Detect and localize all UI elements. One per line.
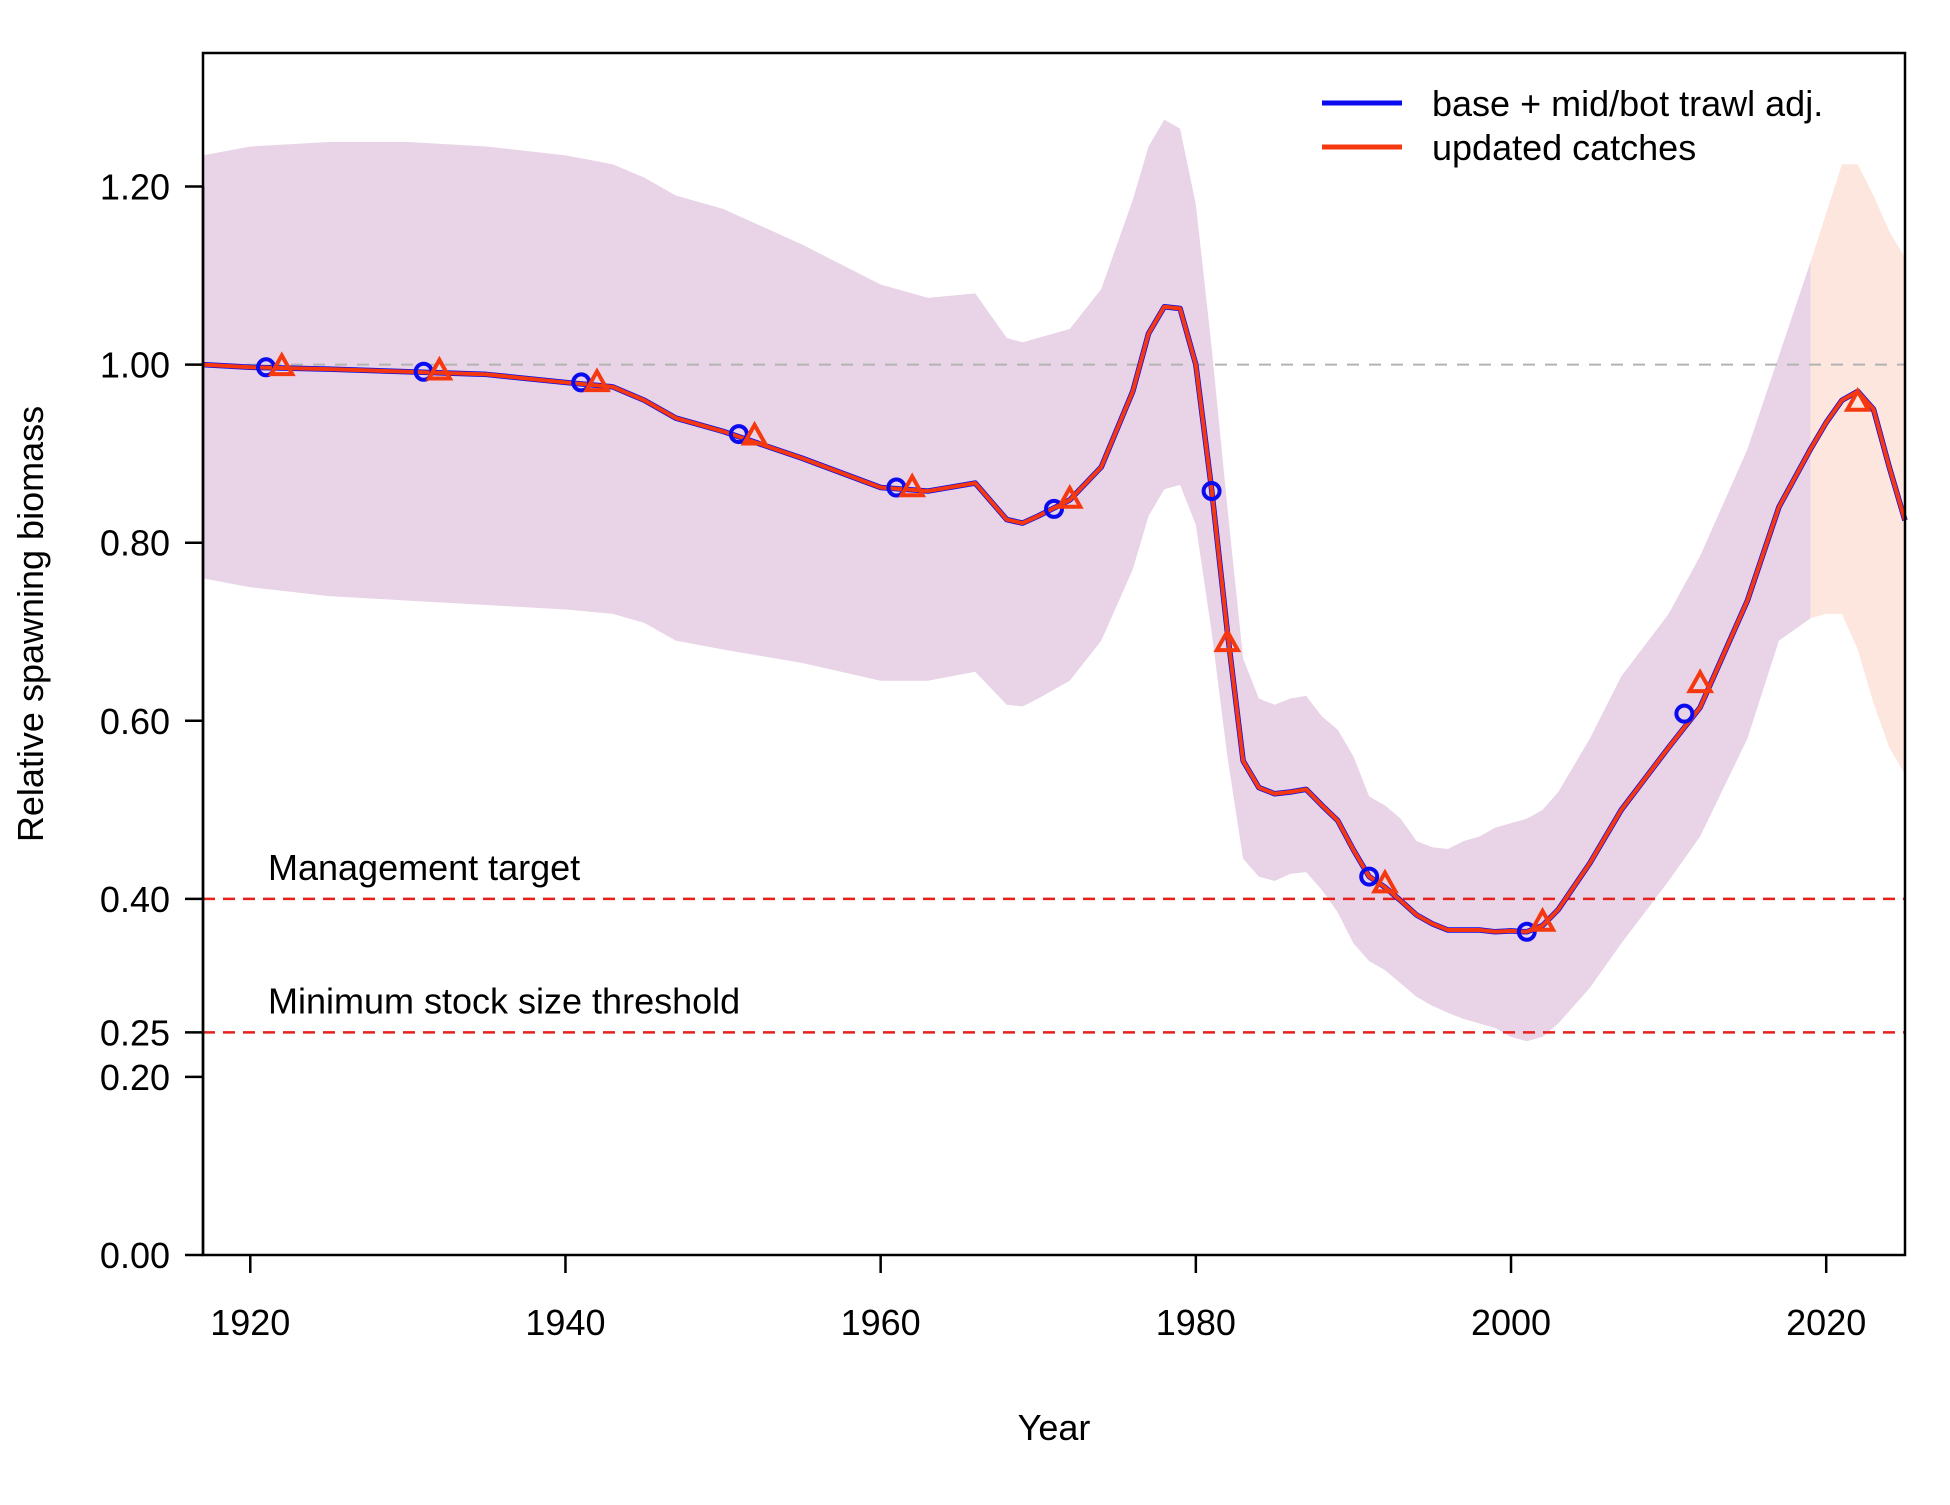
series-marker-triangle xyxy=(1843,386,1872,412)
series-markers xyxy=(256,351,1872,942)
legend-label-1: updated catches xyxy=(1432,127,1696,168)
legend: base + mid/bot trawl adj.updated catches xyxy=(1322,83,1823,168)
confidence-bands xyxy=(203,119,1905,1042)
series-marker-triangle xyxy=(1528,906,1557,932)
y-tick-label: 0.60 xyxy=(100,701,170,742)
series-marker-circle xyxy=(728,424,749,445)
y-tick-label: 1.20 xyxy=(100,167,170,208)
series-marker-circle xyxy=(1201,481,1222,502)
reference-line-label: Minimum stock size threshold xyxy=(268,980,740,1021)
y-tick-label: 0.20 xyxy=(100,1057,170,1098)
series-marker-triangle xyxy=(1055,483,1084,509)
series-marker-triangle xyxy=(898,472,927,498)
legend-label-0: base + mid/bot trawl adj. xyxy=(1432,83,1823,124)
y-tick-label: 0.80 xyxy=(100,523,170,564)
series-marker-triangle xyxy=(1371,868,1399,894)
forecast-band xyxy=(1810,164,1905,775)
uncertainty-band xyxy=(203,119,1811,1042)
x-tick-label: 1920 xyxy=(210,1302,290,1343)
series-marker-circle xyxy=(1359,866,1380,887)
x-tick-label: 1960 xyxy=(841,1302,921,1343)
series-marker-triangle xyxy=(1686,668,1715,694)
reference-labels: Management target Minimum stock size thre… xyxy=(268,847,740,1022)
reference-lines xyxy=(203,363,1905,1034)
y-tick-label: 0.25 xyxy=(100,1012,170,1053)
x-axis: 1920 1940 1960 1980 2000 2020 xyxy=(210,1255,1866,1343)
series-marker-triangle xyxy=(740,420,769,446)
series-marker-triangle xyxy=(425,355,454,381)
y-tick-label: 0.00 xyxy=(100,1235,170,1276)
x-tick-label: 1980 xyxy=(1156,1302,1236,1343)
series-line-1 xyxy=(202,304,1907,934)
series-lines xyxy=(202,304,1908,935)
y-tick-label: 0.40 xyxy=(100,879,170,920)
x-tick-label: 2000 xyxy=(1471,1302,1551,1343)
series-marker-triangle xyxy=(267,351,296,377)
series-marker-triangle xyxy=(1213,627,1242,653)
x-tick-label: 1940 xyxy=(525,1302,605,1343)
series-marker-circle xyxy=(1044,498,1064,519)
y-axis: 0.00 0.200.25 0.40 0.60 0.80 1.00 1.20 xyxy=(100,167,205,1276)
series-marker-circle xyxy=(1516,921,1537,942)
y-axis-title: Relative spawning biomass xyxy=(10,406,51,842)
series-marker-circle xyxy=(1674,703,1695,724)
series-marker-triangle xyxy=(583,367,611,393)
x-axis-title: Year xyxy=(1018,1407,1091,1448)
reference-line-label: Management target xyxy=(268,847,580,888)
y-tick-label: 1.00 xyxy=(100,345,170,386)
x-tick-label: 2020 xyxy=(1786,1302,1866,1343)
